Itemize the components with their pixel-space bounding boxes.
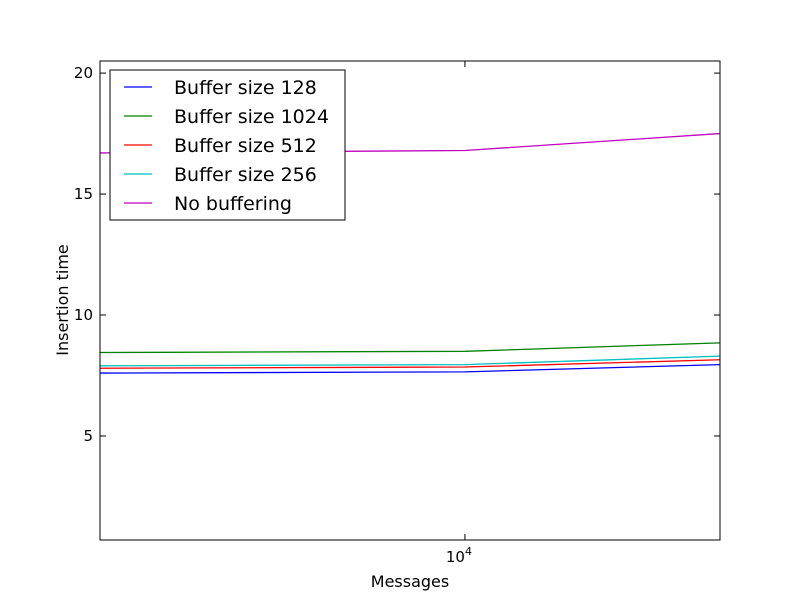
y-tick-label-0: 5 xyxy=(83,427,93,445)
x-tick-label-exponent: 4 xyxy=(465,545,472,558)
legend-label-2: Buffer size 512 xyxy=(174,135,317,157)
legend-label-0: Buffer size 128 xyxy=(174,77,317,99)
y-tick-label-3: 20 xyxy=(74,64,93,82)
series-line-1 xyxy=(99,342,721,354)
series-line-2 xyxy=(99,359,721,369)
series-line-3 xyxy=(99,355,721,367)
legend-items: Buffer size 128 Buffer size 1024 Buffer si… xyxy=(124,77,329,215)
legend-label-1: Buffer size 1024 xyxy=(174,106,329,128)
legend-label-3: Buffer size 256 xyxy=(174,164,317,186)
x-axis-label: Messages xyxy=(371,572,449,591)
x-tick-label-base: 10 xyxy=(446,548,465,566)
legend-label-4: No buffering xyxy=(174,193,292,215)
legend: Buffer size 128 Buffer size 1024 Buffer si… xyxy=(109,69,346,221)
series-line-0 xyxy=(99,363,721,374)
plot-area-frame xyxy=(99,60,721,541)
x-tick-label-0: 104 xyxy=(446,545,472,566)
y-axis-label: Insertion time xyxy=(53,244,72,356)
y-tick-label-1: 10 xyxy=(74,306,93,324)
y-tick-label-2: 15 xyxy=(74,185,93,203)
